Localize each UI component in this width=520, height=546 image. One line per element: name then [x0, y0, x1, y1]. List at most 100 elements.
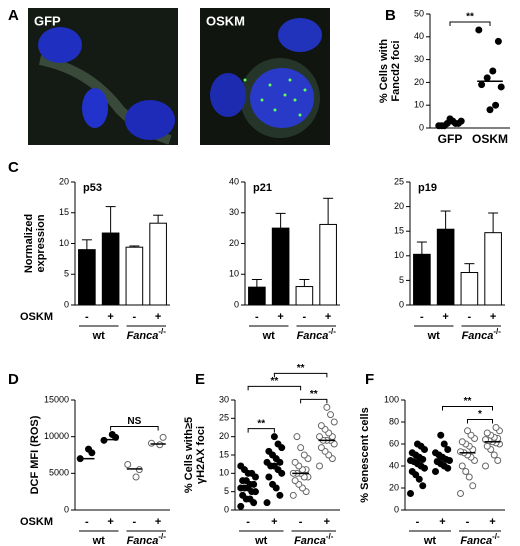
bar	[484, 232, 502, 306]
y-tick-label: 10000	[44, 431, 69, 441]
x-tick-label: +	[325, 311, 331, 323]
data-point	[317, 422, 325, 430]
y-tick-label: 5	[399, 275, 404, 285]
data-point	[316, 462, 324, 470]
error-bar	[416, 241, 427, 255]
group-name: wt	[423, 535, 437, 546]
y-tick-label: 5	[64, 269, 69, 279]
data-point	[419, 482, 427, 490]
data-point	[478, 81, 486, 89]
data-point	[327, 411, 335, 419]
significance-bracket	[442, 406, 493, 411]
data-point	[494, 457, 502, 464]
significance-bracket	[273, 372, 328, 378]
error-bar	[488, 212, 499, 233]
y-tick-label: 25	[394, 176, 404, 186]
y-tick-label: 5	[224, 486, 229, 496]
bar	[413, 253, 431, 306]
x-tick-label: -	[420, 311, 424, 323]
data-point	[437, 431, 445, 439]
data-point	[457, 490, 464, 497]
y-axis-label: % Cells with≥5	[183, 417, 195, 493]
chart-title: p53	[83, 182, 102, 194]
image-label: GFP	[34, 13, 61, 28]
significance-bracket	[467, 419, 493, 424]
x-tick-label: -	[299, 516, 303, 528]
x-tick-label: -	[85, 516, 89, 528]
bar	[101, 232, 120, 306]
y-axis-label: % Cells with	[378, 39, 390, 103]
significance-bracket	[110, 425, 159, 431]
x-tick-label: -	[416, 516, 420, 528]
y-tick-label: 30	[219, 394, 229, 404]
group-label: wt	[262, 330, 276, 342]
data-point	[316, 433, 324, 441]
y-tick-label: 25	[219, 413, 229, 423]
data-point	[492, 424, 500, 431]
data-point	[432, 468, 439, 475]
y-tick-label: 5000	[49, 468, 69, 478]
data-point	[237, 502, 245, 510]
x-tick-label: +	[489, 516, 495, 528]
x-tick-label: +	[324, 516, 330, 528]
y-tick-label: 15000	[44, 394, 69, 404]
significance-bracket	[449, 21, 491, 26]
x-tick-label: -	[255, 311, 259, 323]
data-point	[291, 458, 299, 466]
y-axis-label: Fancd2 foci	[390, 40, 402, 101]
data-point	[108, 430, 116, 438]
y-tick-label: 80	[389, 416, 399, 426]
row-label: OSKM	[20, 516, 53, 528]
bar	[436, 228, 455, 306]
bar	[271, 227, 290, 306]
y-tick-label: 40	[414, 31, 424, 41]
group-label: Fanca-/-	[127, 327, 167, 342]
significance-label: NS	[127, 416, 141, 427]
group-label: wt	[92, 330, 106, 342]
data-point	[408, 449, 416, 457]
data-point	[293, 433, 301, 441]
group-name: wt	[92, 330, 106, 342]
x-tick-label: +	[439, 516, 445, 528]
data-point	[458, 462, 466, 470]
y-tick-label: 50	[414, 8, 424, 18]
significance-label: *	[478, 409, 482, 420]
group-superscript: -/-	[326, 532, 334, 541]
y-tick-label: 10	[394, 250, 404, 260]
data-point	[446, 115, 454, 123]
group-label: Fanca-/-	[462, 327, 502, 342]
data-point	[239, 491, 247, 499]
x-tick-label: +	[490, 311, 496, 323]
error-bar	[275, 212, 286, 229]
data-point	[497, 83, 505, 91]
data-point	[269, 480, 277, 488]
bar	[460, 272, 479, 306]
y-tick-label: 0	[224, 504, 229, 514]
significance-label: **	[270, 376, 278, 387]
data-point	[486, 106, 494, 114]
x-tick-label: OSKM	[472, 132, 508, 146]
data-point	[465, 473, 473, 481]
data-point	[237, 462, 245, 470]
error-bar	[251, 278, 262, 288]
error-bar	[153, 214, 164, 224]
data-point	[289, 491, 297, 499]
data-point	[494, 37, 502, 45]
data-point	[85, 445, 93, 453]
x-tick-label: +	[277, 311, 283, 323]
data-point	[274, 440, 282, 448]
image-label: OSKM	[206, 13, 245, 28]
bar	[319, 223, 337, 306]
y-tick-label: 0	[399, 299, 404, 309]
data-point	[458, 438, 466, 446]
x-tick-label: -	[85, 311, 89, 323]
y-axis-label: expression	[35, 214, 47, 272]
x-tick-label: +	[155, 516, 161, 528]
x-tick-label: -	[303, 311, 307, 323]
group-superscript: -/-	[493, 327, 501, 336]
y-tick-label: 15	[394, 226, 404, 236]
group-name: wt	[92, 535, 106, 546]
significance-label: **	[257, 418, 265, 429]
data-point	[159, 433, 167, 441]
group-label: Fanca-/-	[127, 532, 167, 546]
